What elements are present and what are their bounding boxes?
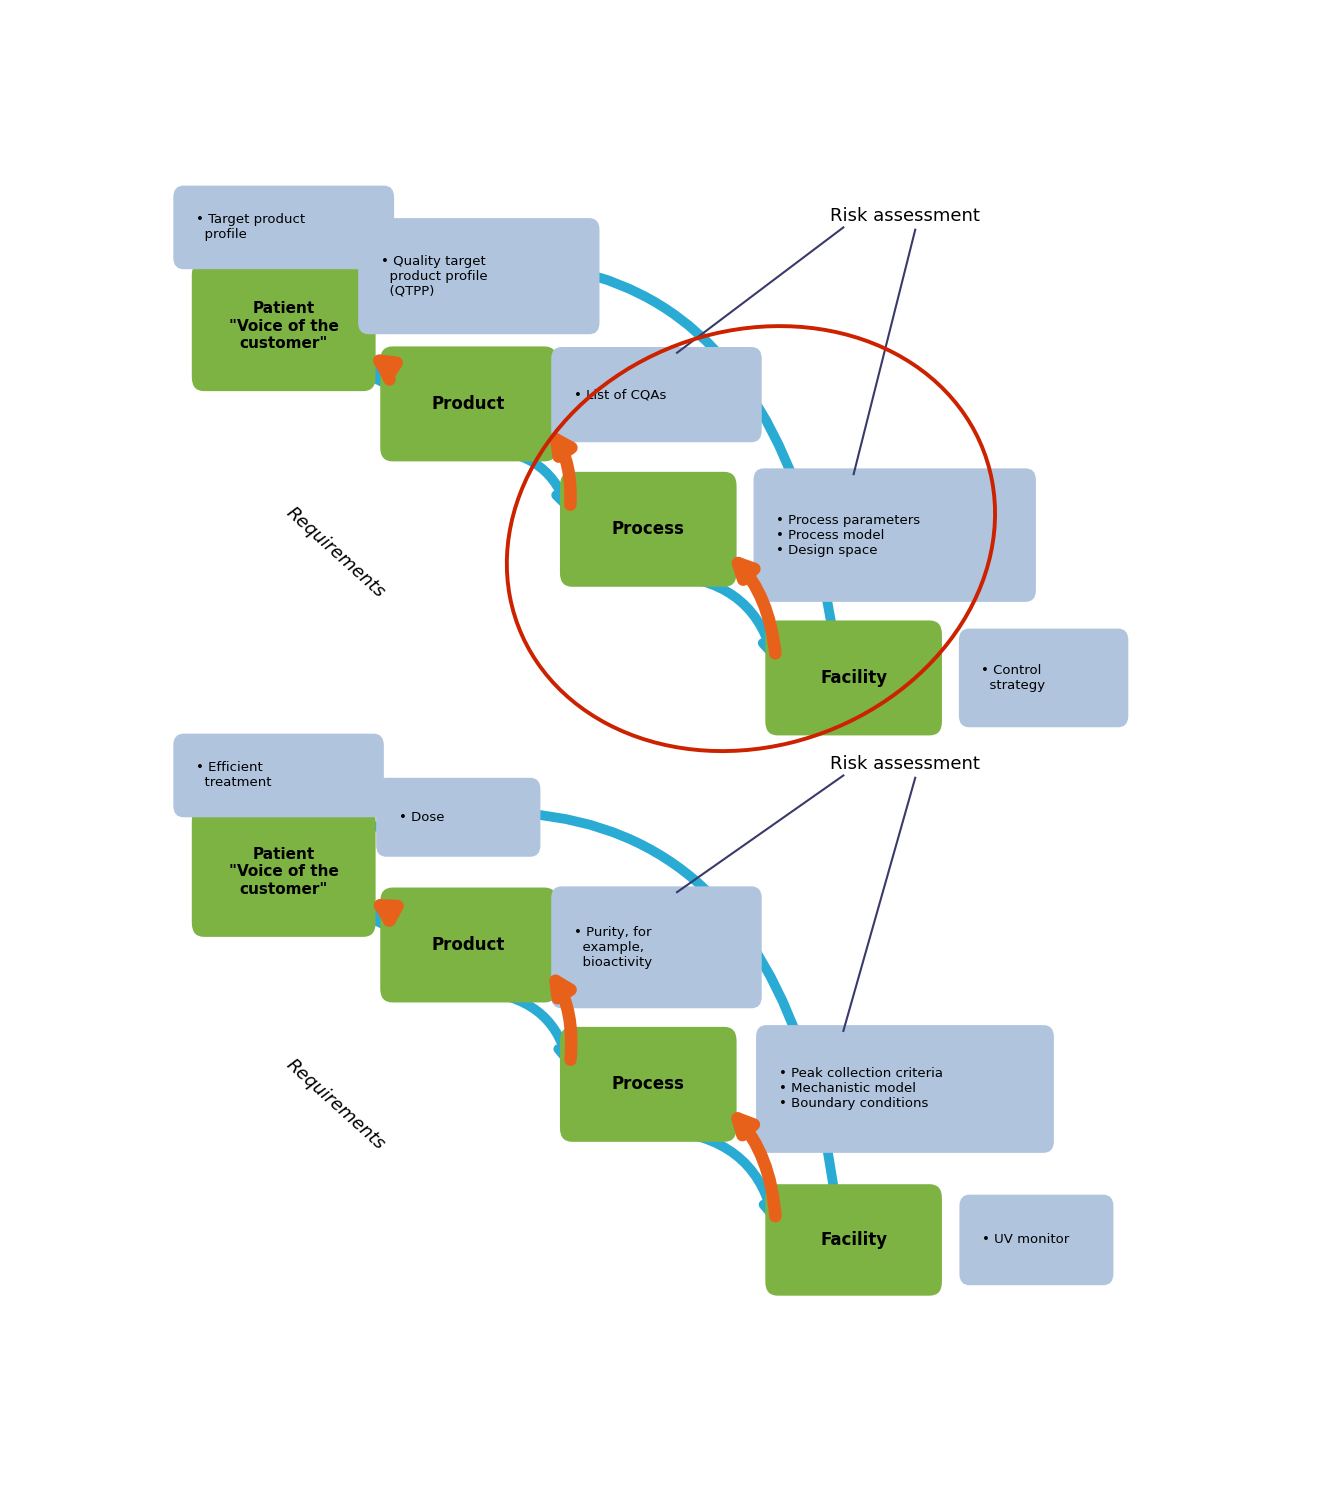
FancyArrowPatch shape	[292, 902, 382, 923]
Text: • UV monitor: • UV monitor	[982, 1234, 1069, 1247]
Text: • List of CQAs: • List of CQAs	[574, 388, 666, 401]
FancyArrowPatch shape	[292, 359, 382, 382]
FancyArrowPatch shape	[379, 360, 396, 380]
Text: Risk assessment: Risk assessment	[829, 756, 980, 774]
Text: Product: Product	[432, 395, 505, 413]
FancyBboxPatch shape	[551, 887, 762, 1009]
Text: Product: Product	[432, 936, 505, 955]
FancyArrowPatch shape	[215, 813, 843, 1282]
Text: Requirements: Requirements	[282, 504, 388, 602]
FancyArrowPatch shape	[738, 562, 775, 653]
FancyBboxPatch shape	[192, 807, 375, 936]
Text: • Dose: • Dose	[399, 811, 444, 823]
Text: • Purity, for
  example,
  bioactivity: • Purity, for example, bioactivity	[574, 926, 652, 968]
FancyBboxPatch shape	[380, 888, 556, 1003]
FancyArrowPatch shape	[661, 575, 775, 653]
FancyArrowPatch shape	[555, 980, 571, 1060]
Text: Process: Process	[612, 1075, 685, 1093]
FancyArrowPatch shape	[477, 991, 570, 1060]
FancyBboxPatch shape	[551, 347, 762, 442]
Text: Facility: Facility	[820, 1231, 888, 1249]
FancyArrowPatch shape	[556, 439, 571, 505]
FancyBboxPatch shape	[174, 734, 384, 817]
FancyBboxPatch shape	[754, 469, 1036, 602]
FancyArrowPatch shape	[738, 1119, 775, 1217]
FancyBboxPatch shape	[757, 1025, 1053, 1152]
Text: • Target product
  profile: • Target product profile	[196, 214, 305, 241]
FancyBboxPatch shape	[766, 1184, 942, 1295]
Text: Patient
"Voice of the
customer": Patient "Voice of the customer"	[229, 302, 339, 351]
FancyBboxPatch shape	[560, 472, 737, 587]
FancyBboxPatch shape	[376, 778, 541, 857]
Text: Process: Process	[612, 520, 685, 538]
Text: • Process parameters
• Process model
• Design space: • Process parameters • Process model • D…	[776, 514, 921, 556]
Text: • Control
  strategy: • Control strategy	[982, 664, 1045, 692]
FancyBboxPatch shape	[766, 620, 942, 736]
Text: Requirements: Requirements	[282, 1056, 388, 1154]
FancyArrowPatch shape	[215, 262, 843, 721]
FancyArrowPatch shape	[380, 905, 398, 921]
FancyArrowPatch shape	[477, 449, 567, 505]
FancyBboxPatch shape	[174, 185, 394, 270]
Text: Facility: Facility	[820, 670, 888, 688]
Text: Risk assessment: Risk assessment	[829, 207, 980, 225]
Text: • Efficient
  treatment: • Efficient treatment	[196, 762, 272, 790]
Text: Patient
"Voice of the
customer": Patient "Voice of the customer"	[229, 847, 339, 897]
FancyBboxPatch shape	[380, 347, 556, 461]
FancyBboxPatch shape	[192, 261, 375, 391]
FancyArrowPatch shape	[661, 1131, 775, 1215]
Text: • Quality target
  product profile
  (QTPP): • Quality target product profile (QTPP)	[380, 255, 488, 297]
FancyBboxPatch shape	[959, 629, 1129, 727]
FancyBboxPatch shape	[959, 1194, 1113, 1285]
FancyBboxPatch shape	[560, 1027, 737, 1142]
FancyBboxPatch shape	[358, 219, 599, 335]
Text: • Peak collection criteria
• Mechanistic model
• Boundary conditions: • Peak collection criteria • Mechanistic…	[779, 1068, 942, 1110]
